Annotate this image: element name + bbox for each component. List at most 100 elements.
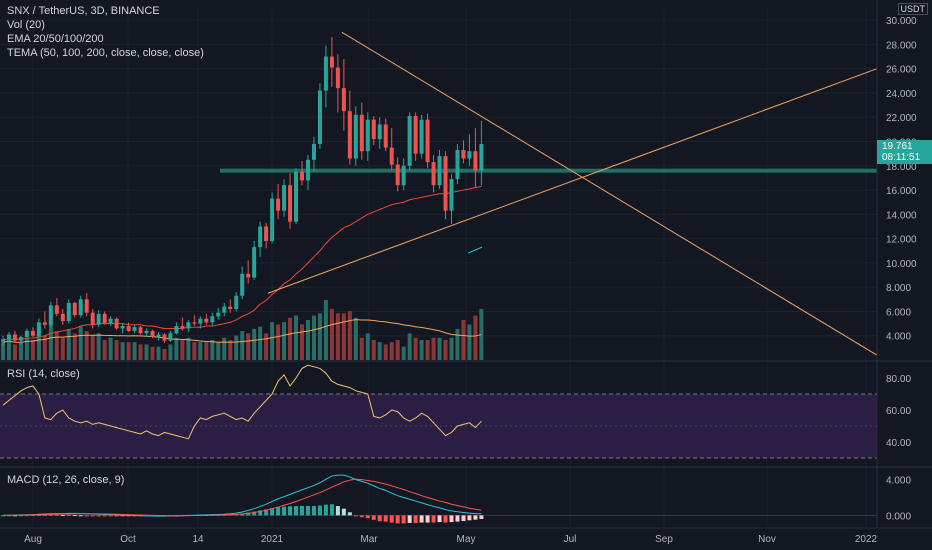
rsi-line [2,364,482,440]
tema-series [467,246,483,254]
macd-histogram-bar [60,514,65,516]
volume-bar [449,337,454,360]
volume-bar [305,320,310,360]
volume-bar [288,317,293,360]
currency-label[interactable]: USDT [897,3,928,15]
volume-bars [1,300,484,360]
candle-body [36,322,41,336]
macd-histogram-bar [383,515,388,522]
volume-bar [479,308,484,360]
candle-body [383,124,388,148]
macd-histogram-bar [473,515,478,520]
macd-histogram-bar [264,509,269,516]
price-tick-label: 10.000 [886,259,917,270]
volume-bar [419,340,424,360]
macd-histogram-bar [84,515,89,517]
symbol-title[interactable]: SNX / TetherUS, 3D, BINANCE [7,5,160,17]
candle-body [180,326,185,329]
volume-bar [407,333,412,360]
volume-bar [413,337,418,360]
horizontal-level [220,168,877,173]
ema-series [3,185,482,340]
vol-legend[interactable]: Vol (20) [7,19,45,31]
volume-bar [198,342,203,360]
last-price: 19.761 [882,141,913,152]
bar-countdown: 08:11:51 [882,152,921,163]
macd-histogram-bar [90,515,95,517]
macd-histogram-bar [347,512,352,516]
candle-body [162,334,167,341]
candle-body [413,116,418,154]
macd-histogram-bar [479,515,484,519]
volume-bar [228,340,233,360]
candle-body [282,185,287,211]
candle-body [294,171,299,222]
macd-histogram-bar [413,515,418,523]
time-axis[interactable]: Aug Oct 14 2021 Mar May Jul Sep Nov 2022 [24,534,877,545]
volume-bar [455,328,460,360]
macd-legend[interactable]: MACD (12, 26, close, 9) [7,473,124,487]
volume-bar [150,346,155,360]
candle-body [174,326,179,334]
candle-body [12,334,17,341]
candle-body [389,147,394,165]
volume-bar [270,322,275,360]
volume-bar [365,333,370,360]
candle-body [6,334,11,340]
macd-histogram-bar [1,515,5,517]
price-tick-label: 14.000 [886,210,917,221]
macd-histogram-bar [431,515,436,523]
price-tick-label: 28.000 [886,40,917,51]
macd-histogram-bar [365,515,370,519]
volume-bar [18,342,23,360]
macd-histogram-bar [12,515,17,517]
tema-legend[interactable]: TEMA (50, 100, 200, close, close, close) [7,47,204,59]
volume-bar [216,342,221,360]
candle-body [60,313,65,322]
main-legend: SNX / TetherUS, 3D, BINANCE Vol (20) EMA… [7,4,204,60]
candle-body [156,334,161,337]
macd-legend-label[interactable]: MACD (12, 26, close, 9) [7,474,125,486]
volume-bar [246,333,251,360]
macd-histogram-bar [276,507,281,516]
macd-histogram-bar [401,515,406,524]
volume-bar [30,340,35,360]
volume-bar [6,340,11,360]
candle-body [48,305,53,325]
candle-body [120,326,125,329]
macd-histogram-bar [389,515,394,523]
price-tick-label: 8.000 [886,283,911,294]
macd-histogram-bar [353,515,358,517]
candle-body [108,318,113,324]
time-tick-label: Aug [24,534,42,545]
macd-histogram-bar [300,505,304,516]
candle-body [192,322,197,324]
candle-body [222,306,227,313]
price-tick-label: 26.000 [886,65,917,76]
time-tick-label: May [457,534,476,545]
ema-legend[interactable]: EMA 20/50/100/200 [7,33,104,45]
candle-body [78,299,83,316]
macd-histogram-bar [311,505,316,516]
macd-histogram-bar [30,515,35,517]
candle-body [204,318,209,323]
volume-bar [347,311,352,360]
volume-ma-line [2,319,482,343]
price-tick-label: 16.000 [886,186,917,197]
volume-bar [371,340,376,360]
volume-bar [389,342,394,360]
macd-histogram-bar [24,515,29,517]
macd-histogram-bar [443,515,448,523]
volume-bar [222,337,227,360]
price-tick-label: 22.000 [886,113,917,124]
macd-histogram-bar [437,515,442,523]
rsi-legend[interactable]: RSI (14, close) [7,367,80,381]
candle-body [311,143,316,160]
candle-body [126,326,131,331]
candle-body [317,90,322,144]
rsi-legend-label[interactable]: RSI (14, close) [7,368,80,380]
volume-bar [138,344,143,360]
volume-bar [395,340,400,360]
candle-body [240,273,245,296]
time-tick-label: Sep [655,534,673,545]
